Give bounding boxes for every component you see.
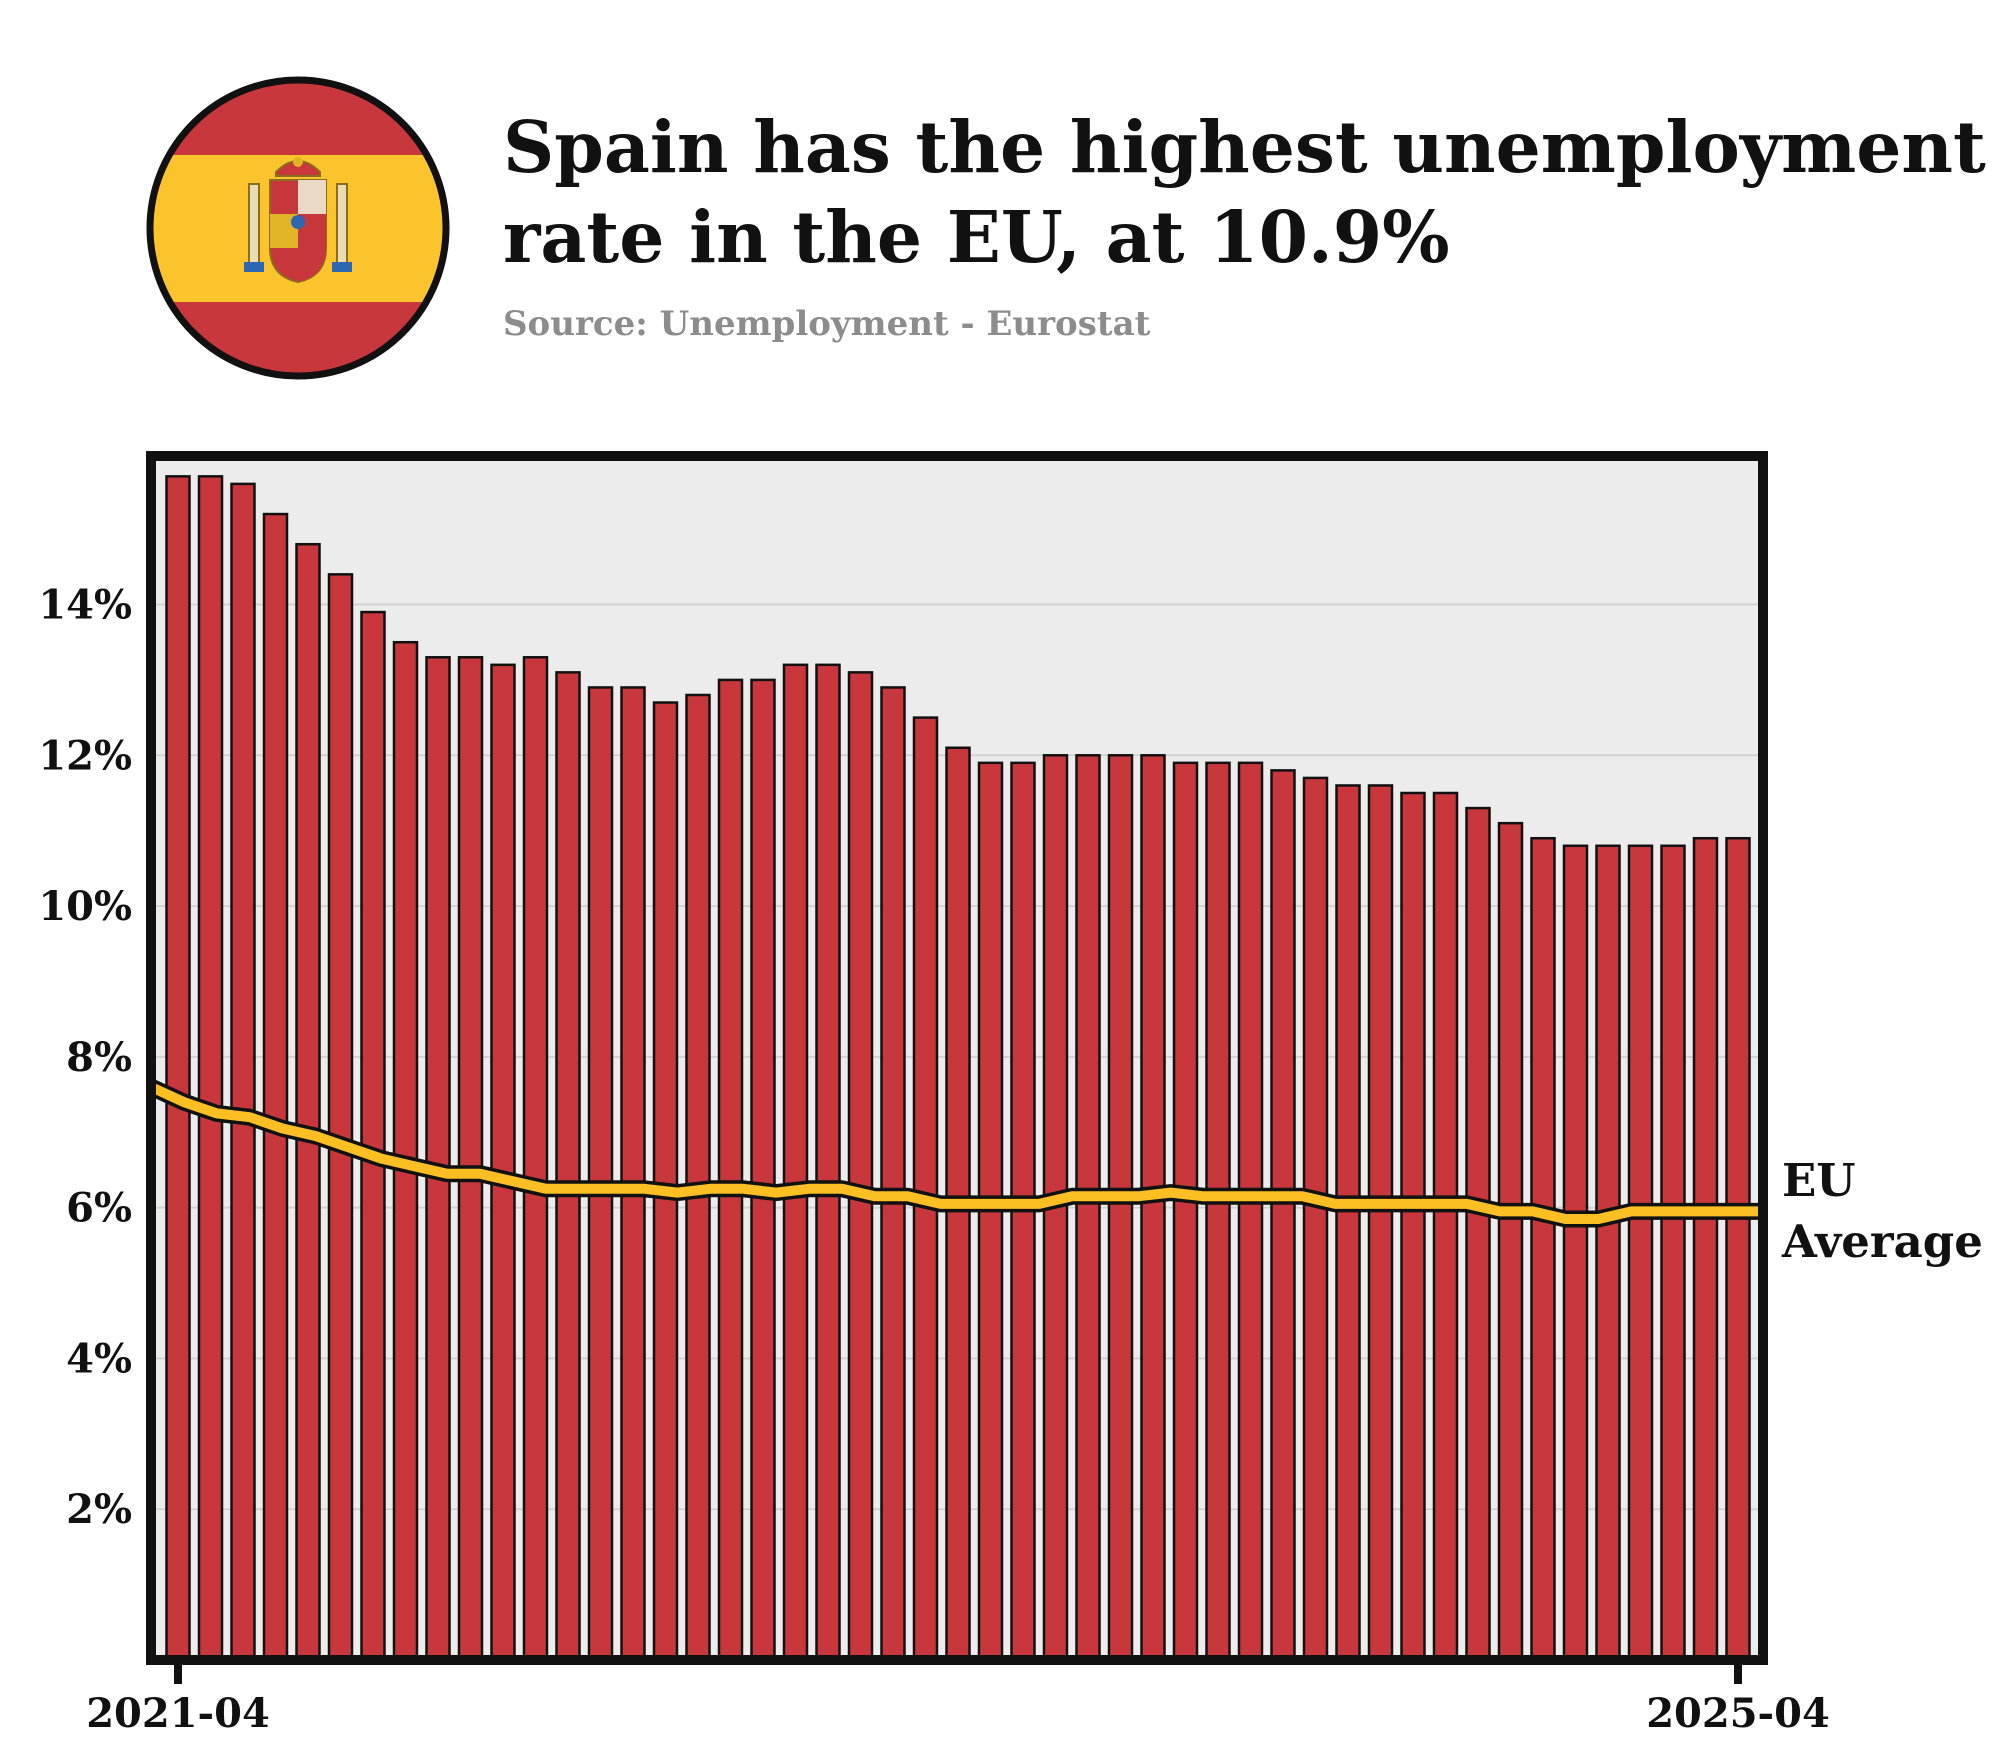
bar [555, 671, 581, 1662]
bar [1627, 844, 1654, 1662]
bar [620, 686, 646, 1662]
bar [1335, 784, 1361, 1662]
bar [880, 686, 906, 1662]
bar [1432, 791, 1459, 1662]
bar [1595, 844, 1621, 1662]
y-tick-label: 10% [38, 883, 132, 930]
bar [1530, 836, 1556, 1662]
bar [457, 656, 484, 1662]
bar [750, 678, 776, 1662]
x-tick-label: 2025-04 [1646, 1690, 1830, 1737]
bar [1497, 821, 1524, 1662]
x-axis-ticks: 2021-04 2025-04 [86, 1664, 1830, 1737]
y-tick-label: 14% [38, 582, 132, 629]
bar [425, 656, 451, 1662]
bar [1692, 836, 1719, 1662]
bar [1725, 836, 1751, 1662]
bar [587, 686, 614, 1662]
bar [1367, 784, 1394, 1662]
bar [1465, 806, 1491, 1662]
bar [1270, 769, 1296, 1662]
chart-source: Source: Unemployment - Eurostat [503, 304, 1151, 344]
y-axis-ticks: 2% 4% 6% 8% 10% 12% 14% [38, 582, 132, 1534]
eu-average-series [147, 1079, 1763, 1228]
chart-title-line2: rate in the EU, at 10.9% [503, 195, 1450, 279]
bar [360, 610, 386, 1662]
bar [652, 701, 679, 1662]
bar [1075, 754, 1101, 1662]
spain-flag-icon [146, 76, 450, 380]
eu-average-label-line2: Average [1781, 1215, 1983, 1268]
bar [327, 573, 354, 1662]
eu-average-label-line1: EU [1782, 1154, 1856, 1207]
bar [230, 482, 256, 1662]
bar [685, 693, 711, 1662]
bar [165, 475, 191, 1662]
coat-of-arms-icon [244, 157, 352, 284]
x-tick-label: 2021-04 [86, 1690, 270, 1737]
bar [1562, 844, 1589, 1662]
bar [392, 640, 419, 1662]
bar [1172, 761, 1199, 1662]
bar [782, 663, 809, 1662]
bar [912, 716, 939, 1662]
y-tick-label: 12% [38, 732, 132, 779]
bar [1237, 761, 1264, 1662]
bar [262, 512, 289, 1662]
bar [1140, 754, 1166, 1662]
bar [1400, 791, 1426, 1662]
bar-series [165, 475, 1751, 1662]
chart-title-line1: Spain has the highest unemployment [503, 105, 1986, 189]
y-tick-label: 2% [66, 1486, 132, 1533]
bar [1205, 761, 1231, 1662]
bar [295, 542, 321, 1662]
plot-frame [146, 451, 1768, 1665]
eu-average-line [148, 1082, 1763, 1224]
bar [1302, 776, 1329, 1662]
bar [847, 671, 874, 1662]
y-tick-label: 8% [66, 1034, 132, 1081]
bar [490, 663, 516, 1662]
bar [815, 663, 841, 1662]
bar [717, 678, 744, 1662]
bar [1107, 754, 1134, 1662]
y-tick-label: 6% [66, 1185, 132, 1232]
y-tick-label: 4% [66, 1335, 132, 1382]
bar [1660, 844, 1686, 1662]
bar [522, 656, 549, 1662]
bar [197, 475, 224, 1662]
